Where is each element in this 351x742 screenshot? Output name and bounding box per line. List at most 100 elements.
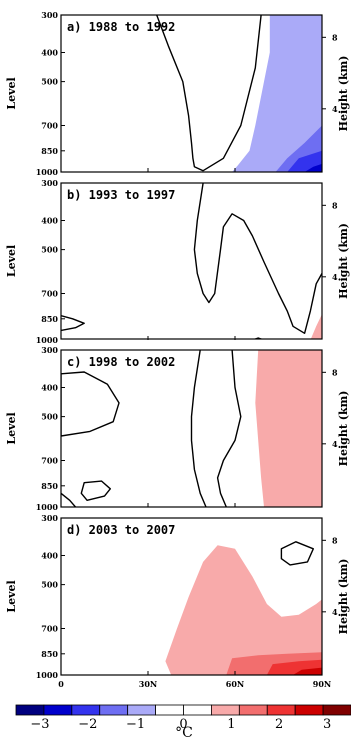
panel-a-y2label: Height (km) xyxy=(337,56,350,132)
colorbar-swatch-2 xyxy=(71,704,101,716)
colorbar-label-6: 3 xyxy=(323,717,331,732)
panel-a-ytick-label-700: 700 xyxy=(41,120,58,130)
panel-c-contour-4 xyxy=(61,492,77,507)
panel-a-ytick-label-400: 400 xyxy=(41,48,58,58)
panel-b: 300 400 500 700 850 1000 4 8 b) 1993 to 1997 Le… xyxy=(5,178,350,345)
colorbar: −3 −2 −1 0 1 2 3 xyxy=(15,704,351,732)
panel-b-contour-0 xyxy=(193,183,322,334)
panel-b-contour-2 xyxy=(253,337,264,339)
panel-d-fills xyxy=(165,545,322,675)
panel-d-ylabel: Level xyxy=(5,580,18,612)
panel-c-contour-3 xyxy=(80,480,111,501)
colorbar-swatch-3 xyxy=(99,704,129,716)
panel-d: 300 400 500 700 850 1000 4 8 d) 2003 to 2007 Le… xyxy=(5,513,350,680)
panel-c: 300 400 500 700 850 1000 4 8 c) 1998 to 2002 Le… xyxy=(5,345,350,512)
panel-b-fill-0 xyxy=(310,314,322,339)
panel-c-ytick-label-500: 500 xyxy=(41,412,58,422)
panel-a-ytick-label-850: 850 xyxy=(41,146,58,156)
colorbar-label-3: 0 xyxy=(179,717,187,732)
panel-d-ytick-label-400: 400 xyxy=(41,551,58,561)
panel-b-y2tick-label-8: 8 xyxy=(332,200,338,210)
colorbar-swatch-10 xyxy=(294,704,324,716)
colorbar-swatch-6 xyxy=(183,704,212,716)
panel-a-ticks: 300 400 500 700 850 1000 4 8 xyxy=(36,10,338,177)
panel-a: 300 400 500 700 850 1000 4 8 a) 1988 to 1992 Le… xyxy=(5,10,350,177)
panel-d-frame xyxy=(60,517,323,676)
panel-b-ytick-label-400: 400 xyxy=(41,216,58,226)
panel-c-ytick-label-850: 850 xyxy=(41,481,58,491)
panel-c-fills xyxy=(255,350,322,507)
colorbar-label-0: −3 xyxy=(30,717,49,732)
panel-a-contours xyxy=(156,15,262,172)
panel-b-ytick-label-300: 300 xyxy=(41,178,58,188)
panel-c-contour-1 xyxy=(216,350,242,507)
panel-c-fill-0 xyxy=(255,350,322,507)
panel-c-ytick-label-700: 700 xyxy=(41,455,58,465)
panel-a-ytick-label-300: 300 xyxy=(41,10,58,20)
panel-d-ytick-label-850: 850 xyxy=(41,649,58,659)
panel-a-ylabel: Level xyxy=(5,77,18,109)
panel-d-fill-0 xyxy=(165,545,322,675)
panel-c-ytick-label-300: 300 xyxy=(41,345,58,355)
colorbar-swatch-7 xyxy=(211,704,240,716)
panel-d-fill-3 xyxy=(293,667,322,675)
panel-c-y2tick-label-4: 4 xyxy=(332,439,338,449)
colorbar-swatch-5 xyxy=(155,704,184,716)
colorbar-swatch-1 xyxy=(43,704,73,716)
colorbar-label-5: 2 xyxy=(275,717,283,732)
panel-a-ytick-label-1000: 1000 xyxy=(36,167,59,177)
x-tick-label-60: 60N xyxy=(226,679,244,689)
panel-b-ytick-label-500: 500 xyxy=(41,245,58,255)
colorbar-swatch-11 xyxy=(322,704,351,716)
panel-c-ytick-label-400: 400 xyxy=(41,383,58,393)
panel-c-title: c) 1998 to 2002 xyxy=(67,355,175,369)
panel-b-y2tick-label-4: 4 xyxy=(332,272,338,282)
panel-d-ytick-label-700: 700 xyxy=(41,623,58,633)
panel-c-ticks: 300 400 500 700 850 1000 4 8 xyxy=(36,345,338,512)
panel-a-title: a) 1988 to 1992 xyxy=(67,20,175,34)
panel-a-fill-0 xyxy=(232,15,322,172)
colorbar-swatch-9 xyxy=(266,704,296,716)
colorbar-label-2: −1 xyxy=(126,717,145,732)
colorbar-swatch-4 xyxy=(127,704,156,716)
panel-a-frame xyxy=(60,14,323,173)
panel-b-ticks: 300 400 500 700 850 1000 4 8 xyxy=(36,178,338,345)
panel-d-y2tick-label-4: 4 xyxy=(332,607,338,617)
panel-b-title: b) 1993 to 1997 xyxy=(67,188,175,202)
panel-c-contour-0 xyxy=(190,350,207,507)
panel-b-ytick-label-850: 850 xyxy=(41,314,58,324)
x-tick-label-30: 30N xyxy=(139,679,157,689)
panel-c-frame xyxy=(60,349,323,508)
panel-d-ytick-label-1000: 1000 xyxy=(36,670,59,680)
panel-b-ytick-label-700: 700 xyxy=(41,288,58,298)
colorbar-swatch-8 xyxy=(238,704,268,716)
panel-a-fills xyxy=(232,15,322,172)
panel-a-y2tick-label-4: 4 xyxy=(332,104,338,114)
x-tick-label-90: 90N xyxy=(313,679,331,689)
panel-c-ytick-label-1000: 1000 xyxy=(36,502,59,512)
panel-c-y2tick-label-8: 8 xyxy=(332,367,338,377)
panel-d-contours xyxy=(280,541,314,566)
colorbar-swatch-0 xyxy=(15,704,45,716)
panel-a-y2tick-label-8: 8 xyxy=(332,32,338,42)
panel-d-ytick-label-500: 500 xyxy=(41,580,58,590)
panel-a-fill-3 xyxy=(304,163,322,172)
panel-c-contour-2 xyxy=(61,371,120,437)
panel-d-ticks: 300 400 500 700 850 1000 4 8 xyxy=(36,513,338,680)
colorbar-label-4: 1 xyxy=(227,717,235,732)
panel-c-y2label: Height (km) xyxy=(337,391,350,467)
colorbar-unit: °C xyxy=(175,725,193,741)
panel-b-y2label: Height (km) xyxy=(337,223,350,299)
panel-c-ylabel: Level xyxy=(5,412,18,444)
x-tick-label-0: 0 xyxy=(58,679,64,689)
panel-d-ytick-label-300: 300 xyxy=(41,513,58,523)
panel-b-contour-1 xyxy=(61,315,85,332)
panel-d-contour-0 xyxy=(280,541,314,566)
colorbar-label-1: −2 xyxy=(78,717,97,732)
panel-a-contour-0 xyxy=(156,15,262,172)
panel-c-contours xyxy=(61,350,242,507)
panel-d-y2tick-label-8: 8 xyxy=(332,535,338,545)
panel-b-ylabel: Level xyxy=(5,245,18,277)
panel-d-y2label: Height (km) xyxy=(337,559,350,635)
